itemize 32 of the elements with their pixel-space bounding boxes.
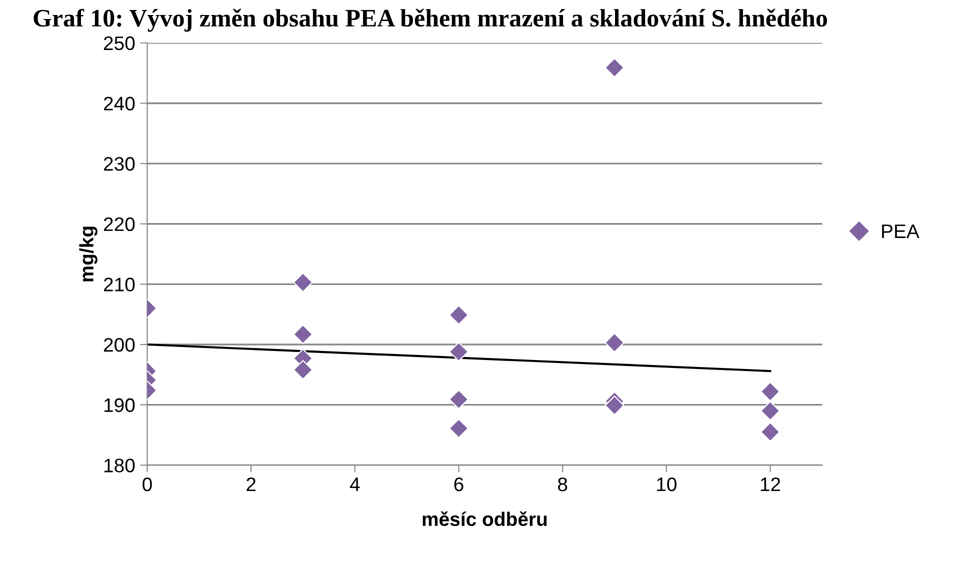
point bbox=[604, 396, 624, 416]
point bbox=[448, 418, 469, 438]
y-tick-label: 200 bbox=[104, 338, 135, 352]
point bbox=[760, 422, 780, 442]
x-tick-label: 8 bbox=[558, 477, 568, 492]
chart-title: Graf 10: Vývoj změn obsahu PEA během mrazení a skladování S. hnědého bbox=[34, 8, 827, 32]
y-tick-label: 190 bbox=[104, 398, 135, 412]
x-tick-label: 2 bbox=[246, 477, 256, 492]
point bbox=[760, 382, 780, 402]
point bbox=[448, 342, 469, 362]
legend-label: PEA bbox=[882, 224, 920, 238]
x-tick-label: 4 bbox=[350, 478, 360, 492]
x-tick-label: 0 bbox=[142, 477, 152, 492]
x-axis-title: měsíc odběru bbox=[422, 511, 547, 526]
y-tick-label: 240 bbox=[104, 96, 135, 110]
x-tick-label: 10 bbox=[657, 477, 676, 492]
point bbox=[604, 58, 624, 78]
point bbox=[448, 390, 469, 410]
point bbox=[448, 305, 469, 325]
y-tick-label: 230 bbox=[104, 157, 135, 171]
x-tick-label: 6 bbox=[454, 477, 464, 492]
point bbox=[293, 360, 313, 380]
y-tick-label: 250 bbox=[104, 36, 135, 50]
y-tick-label: 180 bbox=[104, 458, 135, 472]
point bbox=[604, 332, 624, 353]
x-tick-label: 12 bbox=[760, 477, 780, 492]
point bbox=[760, 401, 780, 421]
y-tick-label: 220 bbox=[104, 217, 135, 232]
point bbox=[293, 324, 313, 344]
y-axis-title: mg/kg bbox=[79, 226, 98, 282]
point bbox=[293, 272, 313, 292]
y-tick-label: 210 bbox=[104, 278, 135, 292]
